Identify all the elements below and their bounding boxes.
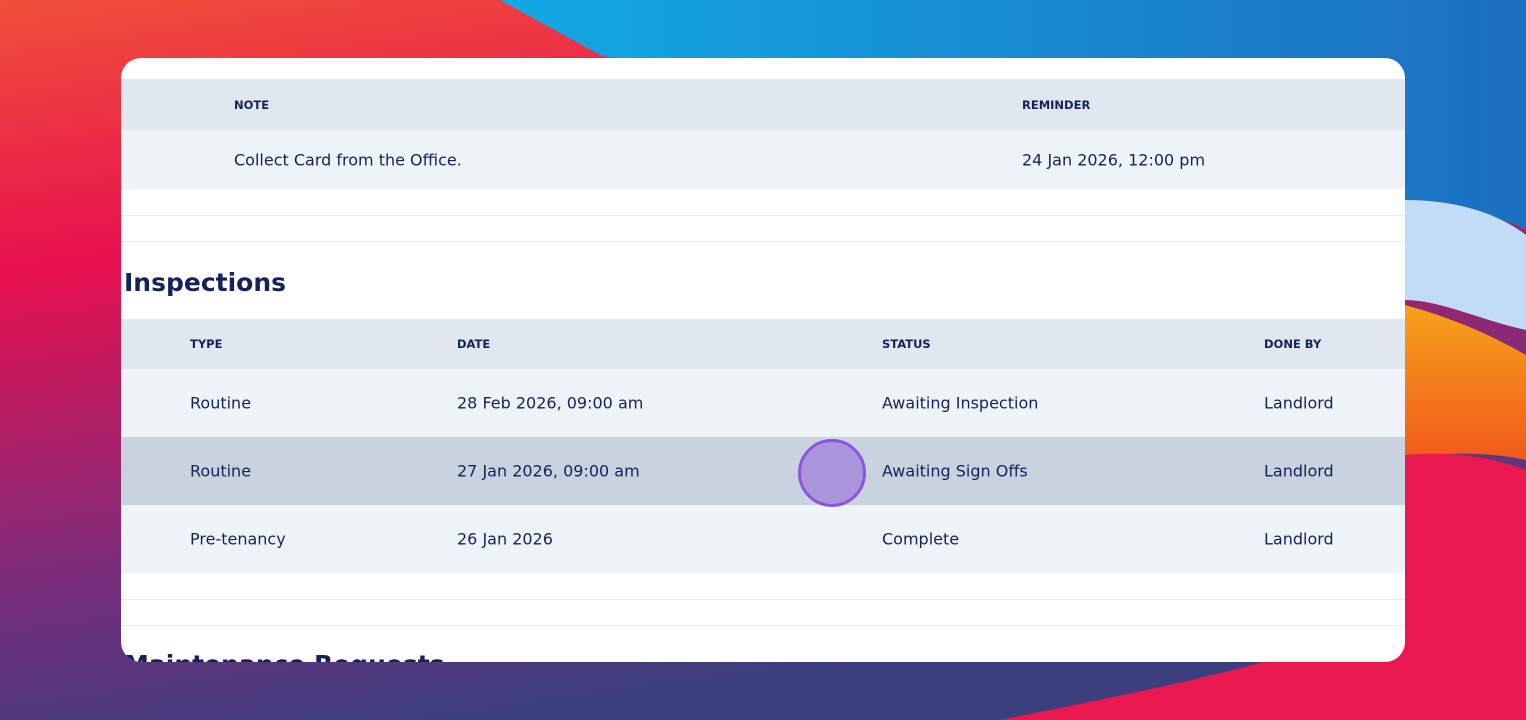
done-by: Landlord [1264,461,1334,481]
type: Pre-tenancy [190,529,286,549]
inspection-row[interactable]: Routine 28 Feb 2026, 09:00 am Awaiting Ins… [121,369,1405,437]
column-header: NOTE [234,97,270,112]
divider [121,215,1405,216]
column-header: STATUS [882,337,931,351]
column-header: TYPE [190,337,223,351]
column-header: DATE [457,337,491,351]
section-title: Inspections [124,268,287,297]
date: 27 Jan 2026, 09:00 am [457,461,640,481]
reminder-text: 24 Jan 2026, 12:00 pm [1022,150,1206,169]
column-header: REMINDER [1022,97,1091,112]
done-by: Landlord [1264,529,1334,549]
status: Complete [882,529,960,549]
column-header: DONE BY [1264,337,1322,351]
done-by: Landlord [1264,393,1334,413]
date: 28 Feb 2026, 09:00 am [457,393,644,413]
divider [121,599,1405,600]
note-text: Collect Card from the Office. [234,150,462,169]
inspection-row[interactable]: Routine 27 Jan 2026, 09:00 am Awaiting Sig… [121,437,1405,505]
status: Awaiting Inspection [882,393,1039,413]
card: NOTE REMINDER Collect Card from the Offi… [121,58,1405,662]
divider [121,241,1405,242]
notes-row[interactable]: Collect Card from the Office. 24 Jan 202… [121,130,1405,189]
type: Routine [190,461,252,481]
cursor [798,439,866,507]
inspection-row[interactable]: Pre-tenancy 26 Jan 2026 Complete Landlord [121,505,1405,573]
notes-header: NOTE REMINDER [121,79,1405,130]
section-title: Maintenance Requests [124,650,445,662]
date: 26 Jan 2026 [457,529,553,549]
status: Awaiting Sign Offs [882,461,1028,481]
inspections-header: TYPE DATE STATUS DONE BY [121,319,1405,369]
type: Routine [190,393,252,413]
divider [121,625,1405,626]
